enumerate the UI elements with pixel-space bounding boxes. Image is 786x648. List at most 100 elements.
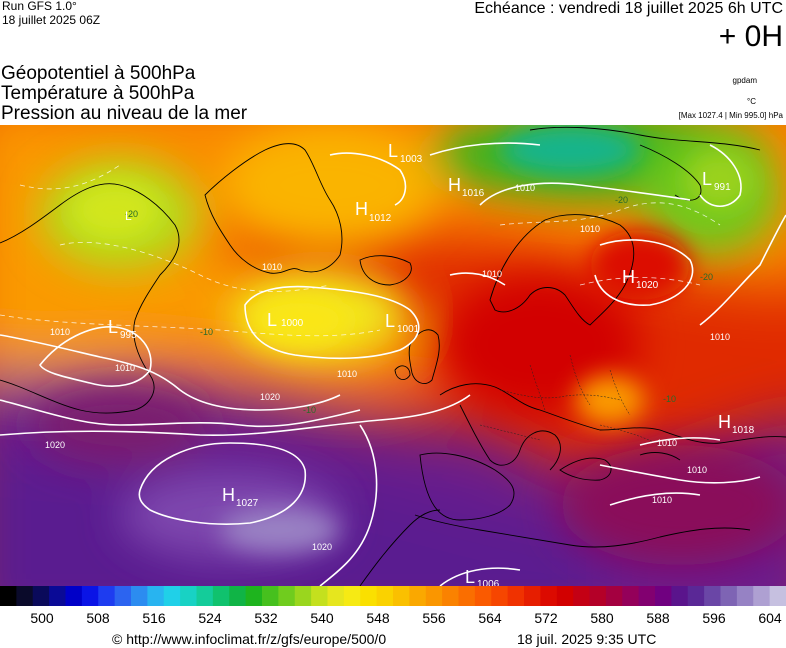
geopotential-field (0, 125, 786, 586)
svg-text:1003: 1003 (400, 154, 423, 165)
colorbar-swatch (32, 586, 50, 606)
isotherm-label: -20 (125, 209, 138, 219)
colorbar-tick-label: 524 (198, 610, 222, 626)
title-temperature: Température à 500hPa (1, 83, 195, 104)
colorbar-tick-label: 604 (758, 610, 782, 626)
isobar-label: 1010 (337, 369, 357, 379)
colorbar-swatch (671, 586, 689, 606)
colorbar-tick-label: 588 (646, 610, 670, 626)
isotherm-label: -20 (700, 272, 713, 282)
copyright-text: © http://www.infoclimat.fr/z/gfs/europe/… (112, 631, 387, 647)
colorbar-swatch (736, 586, 754, 606)
colorbar-swatch (753, 586, 771, 606)
colorbar-swatch (343, 586, 361, 606)
colorbar-swatch (393, 586, 410, 606)
pressure-center-l-newfoundland: L 995 (108, 317, 137, 341)
colorbar-swatch (147, 586, 165, 606)
colorbar (0, 586, 786, 606)
isotherm-label: -10 (663, 394, 676, 404)
isobar-label: 1010 (710, 332, 730, 342)
run-date-label: 18 juillet 2025 06Z (2, 13, 101, 27)
svg-text:H: H (222, 485, 235, 505)
svg-text:H: H (355, 199, 368, 219)
svg-text:995: 995 (120, 330, 137, 341)
colorbar-tick-label: 556 (422, 610, 446, 626)
colorbar-swatch (196, 586, 214, 606)
colorbar-swatch (524, 586, 541, 606)
colorbar-swatch (163, 586, 181, 606)
colorbar-swatch (245, 586, 263, 606)
run-model-label: Run GFS 1.0° (2, 0, 77, 13)
svg-text:L: L (385, 311, 395, 331)
svg-text:1018: 1018 (732, 425, 755, 436)
colorbar-swatch (49, 586, 67, 606)
colorbar-swatch (720, 586, 738, 606)
svg-text:1000: 1000 (281, 318, 304, 329)
isobars (0, 142, 786, 586)
svg-text:1012: 1012 (369, 213, 392, 224)
colorbar-swatch (212, 586, 230, 606)
colorbar-swatch (458, 586, 476, 606)
colorbar-swatch (622, 586, 640, 606)
colorbar-swatch (131, 586, 148, 606)
lead-time-label: + 0H (718, 20, 783, 53)
colorbar-swatch (507, 586, 525, 606)
isotherm-label: -20 (615, 195, 628, 205)
isobar-value-labels: 1010 1010 1010 1020 1020 1020 1010 1010 … (45, 183, 730, 552)
pressure-center-h-greenland: H 1012 (355, 199, 392, 224)
isobar-label: 1010 (515, 183, 535, 193)
colorbar-tick-label: 532 (254, 610, 278, 626)
svg-text:H: H (718, 412, 731, 432)
colorbar-swatch (311, 586, 329, 606)
svg-text:L: L (108, 317, 118, 337)
svg-text:991: 991 (714, 182, 731, 193)
colorbar-swatch (409, 586, 427, 606)
isotherms (0, 164, 721, 337)
weather-map: 1010 1010 1010 1020 1020 1020 1010 1010 … (0, 125, 786, 586)
issue-time-text: 18 juil. 2025 9:35 UTC (517, 631, 657, 647)
colorbar-swatch (556, 586, 574, 606)
colorbar-tick-label: 548 (366, 610, 390, 626)
isobar-label: 1020 (312, 542, 332, 552)
isobar-label: 1020 (260, 392, 280, 402)
colorbar-swatch (278, 586, 296, 606)
colorbar-swatch (687, 586, 705, 606)
pressure-center-l-baffin: L (125, 209, 132, 223)
pressure-center-h-azores: H 1027 (222, 485, 259, 509)
colorbar-swatch (655, 586, 672, 606)
isobar-label: 1010 (687, 465, 707, 475)
isotherm-label: -10 (303, 405, 316, 415)
svg-text:L: L (465, 567, 475, 586)
colorbar-swatch (769, 586, 786, 606)
valid-time-label: Echéance : vendredi 18 juillet 2025 6h U… (474, 0, 783, 17)
title-geopotential: Géopotentiel à 500hPa (1, 63, 196, 84)
svg-text:1006: 1006 (477, 579, 500, 586)
colorbar-swatch (704, 586, 722, 606)
pressure-center-h-norwegian-sea: H 1016 (448, 175, 485, 199)
pressure-center-l-greenland-north: L 1003 (388, 141, 423, 165)
isobar-label: 1010 (50, 327, 70, 337)
colorbar-swatch (425, 586, 443, 606)
pressure-center-l-sahara: L 1006 (465, 567, 500, 586)
colorbar-tick-label: 580 (590, 610, 614, 626)
isotherm-value-labels: -20 -20 -10 -10 -10 -20 (125, 195, 713, 415)
colorbar-swatch (573, 586, 591, 606)
colorbar-swatch (65, 586, 83, 606)
colorbar-swatch (605, 586, 623, 606)
isobar-label: 1010 (115, 363, 135, 373)
title-pressure: Pression au niveau de la mer (1, 103, 248, 124)
unit-geopotential: gpdam (732, 76, 757, 85)
isobar-label: 1020 (45, 440, 65, 450)
isobar-label: 1010 (657, 438, 677, 448)
colorbar-tick-label: 572 (534, 610, 558, 626)
colorbar-swatch (16, 586, 34, 606)
svg-text:1016: 1016 (462, 188, 485, 199)
colorbar-swatch (114, 586, 132, 606)
colorbar-swatch (180, 586, 198, 606)
isobar-label: 1010 (652, 495, 672, 505)
isobar-label: 1010 (482, 269, 502, 279)
colorbar-swatch (81, 586, 99, 606)
colorbar-swatch (229, 586, 247, 606)
colorbar-tick-label: 500 (30, 610, 54, 626)
isobar-label: 1010 (580, 224, 600, 234)
